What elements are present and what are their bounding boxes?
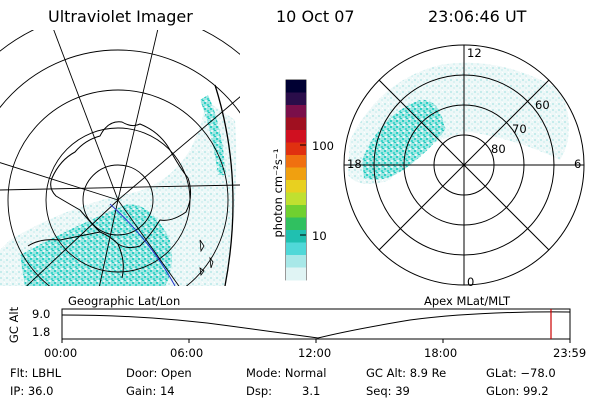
colorbar-step bbox=[286, 242, 306, 256]
door-status: Door: Open bbox=[126, 366, 192, 380]
alt-tick-high: 9.0 bbox=[32, 307, 51, 321]
mlt-label-18: 18 bbox=[347, 157, 362, 171]
earth-limb bbox=[214, 84, 234, 286]
colorbar-step bbox=[286, 255, 306, 268]
aurora-limb-band bbox=[200, 95, 226, 175]
colorbar-step bbox=[286, 217, 306, 231]
ip-status: IP: 36.0 bbox=[10, 384, 54, 398]
terminator-line bbox=[109, 203, 176, 286]
colorbar-step bbox=[286, 142, 306, 156]
gain-status: Gain: 14 bbox=[126, 384, 175, 398]
mlt-label-12: 12 bbox=[467, 46, 482, 60]
colorbar-unit-label: photon cm⁻²s⁻¹ bbox=[271, 148, 285, 238]
time-tick-0000: 00:00 bbox=[44, 346, 78, 360]
geographic-panel-label: Geographic Lat/Lon bbox=[68, 294, 181, 308]
altitude-curve bbox=[61, 311, 571, 339]
colorbar-tick-10: 10 bbox=[312, 229, 327, 243]
time-tick-0600: 06:00 bbox=[170, 346, 204, 360]
mlat-label-80: 80 bbox=[491, 142, 506, 156]
mode-status: Mode: Normal bbox=[246, 366, 327, 380]
time-label: 23:06:46 UT bbox=[428, 7, 527, 26]
alt-axis-label: GC Alt bbox=[7, 306, 21, 344]
colorbar-step bbox=[286, 130, 306, 143]
colorbar-step bbox=[286, 92, 306, 106]
mlat-label-60: 60 bbox=[535, 98, 550, 112]
mlt-label-0: 0 bbox=[467, 275, 475, 289]
mlat-label-70: 70 bbox=[512, 122, 527, 136]
magnetic-panel-label: Apex MLat/MLT bbox=[424, 294, 511, 308]
colorbar-tick-100: 100 bbox=[312, 139, 334, 153]
colorbar-step bbox=[286, 80, 306, 93]
colorbar-step bbox=[286, 267, 306, 281]
colorbar-step bbox=[286, 117, 306, 131]
filter-status: Flt: LBHL bbox=[10, 366, 62, 380]
time-tick-2359: 23:59 bbox=[553, 346, 587, 360]
colorbar-step bbox=[286, 105, 306, 118]
colorbar-step bbox=[286, 205, 306, 218]
aurora-bright-region bbox=[20, 204, 172, 286]
dsp-value: 3.1 bbox=[302, 384, 321, 398]
alt-tick-low: 1.8 bbox=[32, 325, 51, 339]
colorbar-step bbox=[286, 180, 306, 193]
glat-status: GLat: −78.0 bbox=[486, 366, 556, 380]
instrument-title: Ultraviolet Imager bbox=[48, 7, 193, 26]
glon-status: GLon: 99.2 bbox=[486, 384, 549, 398]
gc-alt-status: GC Alt: 8.9 Re bbox=[366, 366, 447, 380]
magnetic-polar-map bbox=[343, 44, 585, 286]
color-bar bbox=[285, 79, 307, 281]
colorbar-step bbox=[286, 167, 306, 181]
colorbar-step bbox=[286, 192, 306, 206]
time-tick-1800: 18:00 bbox=[424, 346, 458, 360]
colorbar-step bbox=[286, 230, 306, 243]
dsp-label: Dsp: bbox=[246, 384, 273, 398]
time-tick-1200: 12:00 bbox=[298, 346, 332, 360]
date-label: 10 Oct 07 bbox=[276, 7, 355, 26]
seq-status: Seq: 39 bbox=[366, 384, 410, 398]
altitude-plot bbox=[61, 308, 571, 343]
geographic-map bbox=[0, 30, 240, 286]
mlt-label-6: 6 bbox=[574, 157, 582, 171]
colorbar-step bbox=[286, 155, 306, 168]
